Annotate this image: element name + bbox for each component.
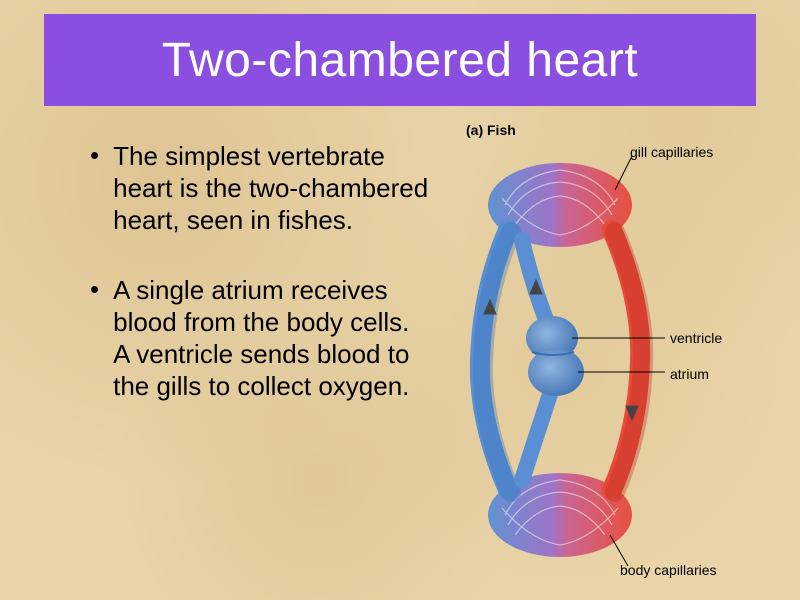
fish-circulation-diagram: (a) Fish gill capillaries ventricle atri… <box>460 120 770 580</box>
bullet-dot-icon: • <box>90 274 99 402</box>
label-body-capillaries: body capillaries <box>620 562 717 578</box>
label-atrium: atrium <box>670 366 709 382</box>
title-bar: Two-chambered heart <box>44 14 756 106</box>
bullet-list: • The simplest vertebrate heart is the t… <box>90 140 430 440</box>
bullet-item: • The simplest vertebrate heart is the t… <box>90 140 430 236</box>
label-ventricle: ventricle <box>670 330 722 346</box>
label-gill-capillaries: gill capillaries <box>630 144 713 160</box>
bullet-text: A single atrium receives blood from the … <box>113 274 430 402</box>
circulation-svg <box>460 120 770 580</box>
bullet-text: The simplest vertebrate heart is the two… <box>113 140 430 236</box>
bullet-dot-icon: • <box>90 140 99 236</box>
slide-title: Two-chambered heart <box>162 33 638 88</box>
bullet-item: • A single atrium receives blood from th… <box>90 274 430 402</box>
diagram-caption: (a) Fish <box>466 122 516 138</box>
